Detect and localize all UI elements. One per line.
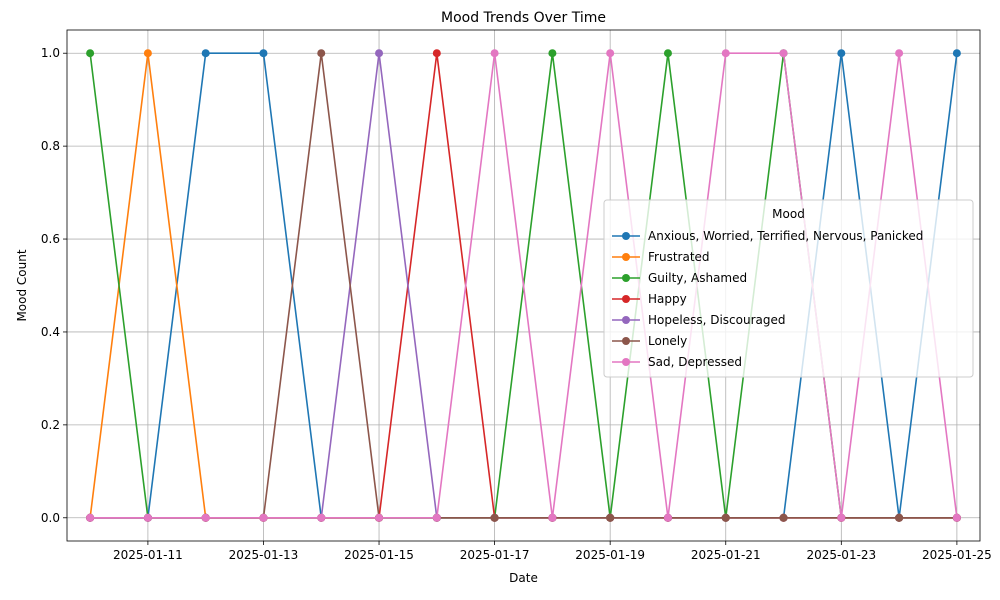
y-tick-label: 1.0 xyxy=(41,46,60,60)
legend-item: Anxious, Worried, Terrified, Nervous, Pa… xyxy=(612,229,923,243)
data-point xyxy=(779,49,788,58)
legend-title: Mood xyxy=(772,207,805,221)
data-point xyxy=(837,49,846,58)
data-point xyxy=(606,49,615,58)
legend: Mood Anxious, Worried, Terrified, Nervous… xyxy=(603,199,974,378)
x-tick-label: 2025-01-17 xyxy=(460,548,530,562)
legend-item: Guilty, Ashamed xyxy=(612,271,747,285)
data-point xyxy=(606,513,615,522)
y-tick-label: 0.0 xyxy=(41,511,60,525)
x-tick-label: 2025-01-23 xyxy=(806,548,876,562)
legend-swatch-marker xyxy=(622,232,630,240)
data-point xyxy=(201,513,210,522)
legend-label: Lonely xyxy=(648,334,687,348)
data-point xyxy=(259,49,268,58)
legend-item: Sad, Depressed xyxy=(612,355,742,369)
data-point xyxy=(548,513,557,522)
data-point xyxy=(86,513,95,522)
data-point xyxy=(548,49,557,58)
data-point xyxy=(490,513,499,522)
data-point xyxy=(143,513,152,522)
legend-swatch-marker xyxy=(622,253,630,261)
legend-label: Hopeless, Discouraged xyxy=(648,313,786,327)
legend-swatch-marker xyxy=(622,295,630,303)
x-axis-title: Date xyxy=(509,571,538,585)
legend-label: Frustrated xyxy=(648,250,710,264)
data-point xyxy=(663,49,672,58)
series-layer xyxy=(86,49,961,522)
data-point xyxy=(86,49,95,58)
legend-box xyxy=(603,199,974,378)
x-tick-label: 2025-01-25 xyxy=(922,548,992,562)
legend-item: Hopeless, Discouraged xyxy=(612,313,786,327)
legend-swatch-marker xyxy=(622,337,630,345)
data-point xyxy=(779,513,788,522)
y-tick-label: 0.6 xyxy=(41,232,60,246)
legend-label: Happy xyxy=(648,292,687,306)
x-tick-label: 2025-01-11 xyxy=(113,548,183,562)
legend-label: Anxious, Worried, Terrified, Nervous, Pa… xyxy=(648,229,923,243)
data-point xyxy=(432,513,441,522)
x-tick-label: 2025-01-19 xyxy=(575,548,645,562)
y-tick-label: 0.4 xyxy=(41,325,60,339)
ticks-layer: 2025-01-11 2025-01-13 2025-01-15 2025-01-17… xyxy=(41,46,992,562)
data-point xyxy=(663,513,672,522)
data-point xyxy=(375,513,384,522)
legend-swatch-marker xyxy=(622,358,630,366)
data-point xyxy=(375,49,384,58)
data-point xyxy=(721,49,730,58)
legend-label: Guilty, Ashamed xyxy=(648,271,747,285)
y-tick-label: 0.8 xyxy=(41,139,60,153)
data-point xyxy=(490,49,499,58)
chart-title: Mood Trends Over Time xyxy=(441,10,606,26)
x-tick-label: 2025-01-15 xyxy=(344,548,414,562)
data-point xyxy=(952,49,961,58)
data-point xyxy=(721,513,730,522)
data-point xyxy=(895,513,904,522)
y-tick-label: 0.2 xyxy=(41,418,60,432)
data-point xyxy=(432,49,441,58)
data-point xyxy=(952,513,961,522)
data-point xyxy=(317,513,326,522)
data-point xyxy=(259,513,268,522)
y-axis-title: Mood Count xyxy=(15,249,29,321)
legend-item: Lonely xyxy=(612,334,687,348)
data-point xyxy=(143,49,152,58)
legend-item: Frustrated xyxy=(612,250,710,264)
data-point xyxy=(837,513,846,522)
data-point xyxy=(317,49,326,58)
legend-swatch-marker xyxy=(622,316,630,324)
x-tick-label: 2025-01-13 xyxy=(229,548,299,562)
legend-label: Sad, Depressed xyxy=(648,355,742,369)
plot-frame xyxy=(66,29,981,542)
x-tick-label: 2025-01-21 xyxy=(691,548,761,562)
data-point xyxy=(895,49,904,58)
data-point xyxy=(201,49,210,58)
legend-item: Happy xyxy=(612,292,687,306)
legend-swatch-marker xyxy=(622,274,630,282)
